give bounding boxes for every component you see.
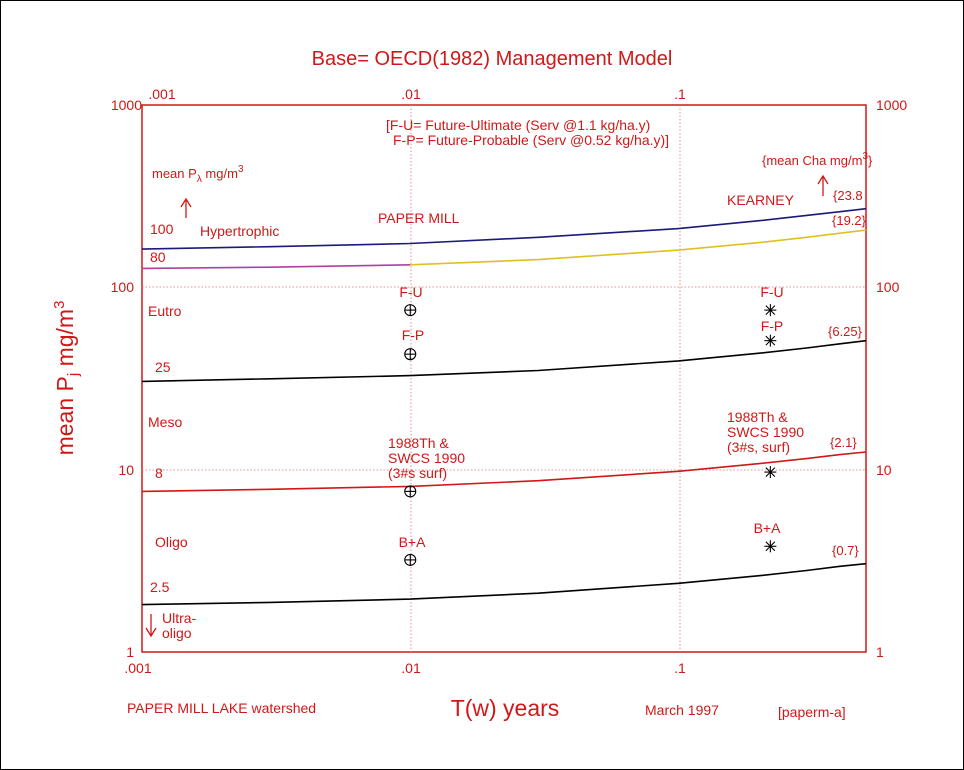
y-tick-label-right: 10 <box>876 462 892 478</box>
x-tick-labels-bottom: .001 .01 .1 <box>124 660 686 676</box>
asterisk-marker-7 <box>764 540 777 553</box>
series-line-2 <box>410 229 867 266</box>
mean-p-lambda-unit: mg/m <box>202 166 238 181</box>
mean-p-lambda-main: mean P <box>152 166 197 181</box>
y-tick-labels-right: 1 10 100 1000 <box>876 97 907 660</box>
circle-plus-marker-0 <box>404 304 417 317</box>
circle-plus-marker-1 <box>404 348 417 361</box>
y-tick-label-right: 1 <box>876 644 884 660</box>
paper-mill-label: PAPER MILL <box>378 210 460 226</box>
threshold-100: 100 <box>150 221 174 237</box>
chart-title: Base= OECD(1982) Management Model <box>312 48 673 70</box>
circle-plus-marker-3 <box>404 553 417 566</box>
x-tick-label-top: .1 <box>674 86 686 102</box>
series-line-5 <box>141 562 867 606</box>
x-tick-label-top: .01 <box>401 86 421 102</box>
plot-area <box>141 104 867 653</box>
y-axis-label: mean Pj mg/m3 <box>51 301 82 456</box>
asterisk-marker-5 <box>764 334 777 347</box>
footer-code: [paperm-a] <box>778 704 846 720</box>
point-label-fu-left: F-U <box>399 284 422 300</box>
series-layer <box>141 207 867 606</box>
series-line-3 <box>141 339 867 383</box>
legend-line-1: [F-U= Future-Ultimate (Serv @1.1 kg/ha.y… <box>386 117 650 133</box>
ultra-oligo-label-1: Ultra- <box>162 610 197 626</box>
y-tick-label-right: 100 <box>876 279 900 295</box>
point-label-fu-right: F-U <box>760 284 783 300</box>
points-layer <box>404 304 777 566</box>
x-tick-labels-top: .001 .01 .1 <box>148 86 686 102</box>
y-axis-label-sub: j <box>65 373 82 377</box>
mean-p-lambda-sub: λ <box>197 174 202 185</box>
circle-plus-marker-2 <box>404 485 417 498</box>
mean-p-lambda-sup: 3 <box>238 164 244 175</box>
eutro-label: Eutro <box>148 303 182 319</box>
mean-cha-main: {mean Cha mg/m <box>762 153 862 168</box>
mean-cha-sup: 3 <box>862 151 868 162</box>
ultra-oligo-label-2: oligo <box>162 625 192 641</box>
y-axis-label-unit: mg/m <box>52 309 78 373</box>
y-tick-label-right: 1000 <box>876 97 907 113</box>
threshold-8: 8 <box>155 465 163 481</box>
series-line-1 <box>141 264 411 270</box>
mean-cha-label: {mean Cha mg/m3} <box>762 151 873 168</box>
point-label-th-left-1: 1988Th & <box>388 435 449 451</box>
point-label-th-left-2: SWCS 1990 <box>388 450 465 466</box>
mean-cha-suffix: } <box>868 153 873 168</box>
y-axis-label-sup: 3 <box>51 301 68 309</box>
asterisk-marker-6 <box>764 466 777 479</box>
cha-value-2-1: {2.1} <box>830 435 857 450</box>
x-tick-label-bottom: .001 <box>124 660 151 676</box>
y-tick-label-left: 100 <box>111 279 135 295</box>
x-tick-label-top: .001 <box>148 86 175 102</box>
oligo-label: Oligo <box>155 534 188 550</box>
legend-line-2: F-P= Future-Probable (Serv @0.52 kg/ha.y… <box>393 132 669 148</box>
point-label-th-right-1: 1988Th & <box>727 409 788 425</box>
footer-watershed: PAPER MILL LAKE watershed <box>127 700 316 716</box>
x-axis-label: T(w) years <box>451 695 560 721</box>
y-tick-label-left: 1 <box>126 644 134 660</box>
asterisk-marker-4 <box>764 304 777 317</box>
y-tick-labels-left: 1 10 100 1000 <box>111 97 143 660</box>
series-line-0 <box>141 207 867 250</box>
cha-value-0-7: {0.7} <box>832 543 859 558</box>
hypertrophic-label: Hypertrophic <box>200 223 279 239</box>
point-label-th-left-3: (3#s surf) <box>388 465 447 481</box>
cha-value-19-2: {19.2} <box>832 213 867 228</box>
y-axis-label-main: mean P <box>52 376 78 455</box>
point-label-th-right-3: (3#s, surf) <box>727 439 790 455</box>
threshold-2-5: 2.5 <box>150 579 170 595</box>
threshold-80: 80 <box>150 249 166 265</box>
cha-value-23-8: {23.8 <box>833 188 863 203</box>
footer-date: March 1997 <box>645 702 719 718</box>
cha-value-6-25: {6.25} <box>828 324 863 339</box>
point-label-ba-right: B+A <box>754 520 782 536</box>
point-label-fp-left: F-P <box>402 327 425 343</box>
point-label-ba-left: B+A <box>399 534 427 550</box>
meso-label: Meso <box>148 414 182 430</box>
y-tick-label-left: 10 <box>118 462 134 478</box>
up-arrow-icon <box>817 174 829 196</box>
y-tick-label-left: 1000 <box>111 97 142 113</box>
point-label-fp-right: F-P <box>761 318 784 334</box>
down-arrow-icon <box>145 614 157 638</box>
x-tick-label-bottom: .01 <box>401 660 421 676</box>
x-tick-label-bottom: .1 <box>674 660 686 676</box>
point-label-th-right-2: SWCS 1990 <box>727 424 804 440</box>
series-line-4 <box>141 451 867 493</box>
up-arrow-icon <box>180 197 192 218</box>
threshold-25: 25 <box>155 359 171 375</box>
mean-p-lambda-label: mean Pλ mg/m3 <box>152 164 244 185</box>
kearney-label: KEARNEY <box>727 192 795 208</box>
